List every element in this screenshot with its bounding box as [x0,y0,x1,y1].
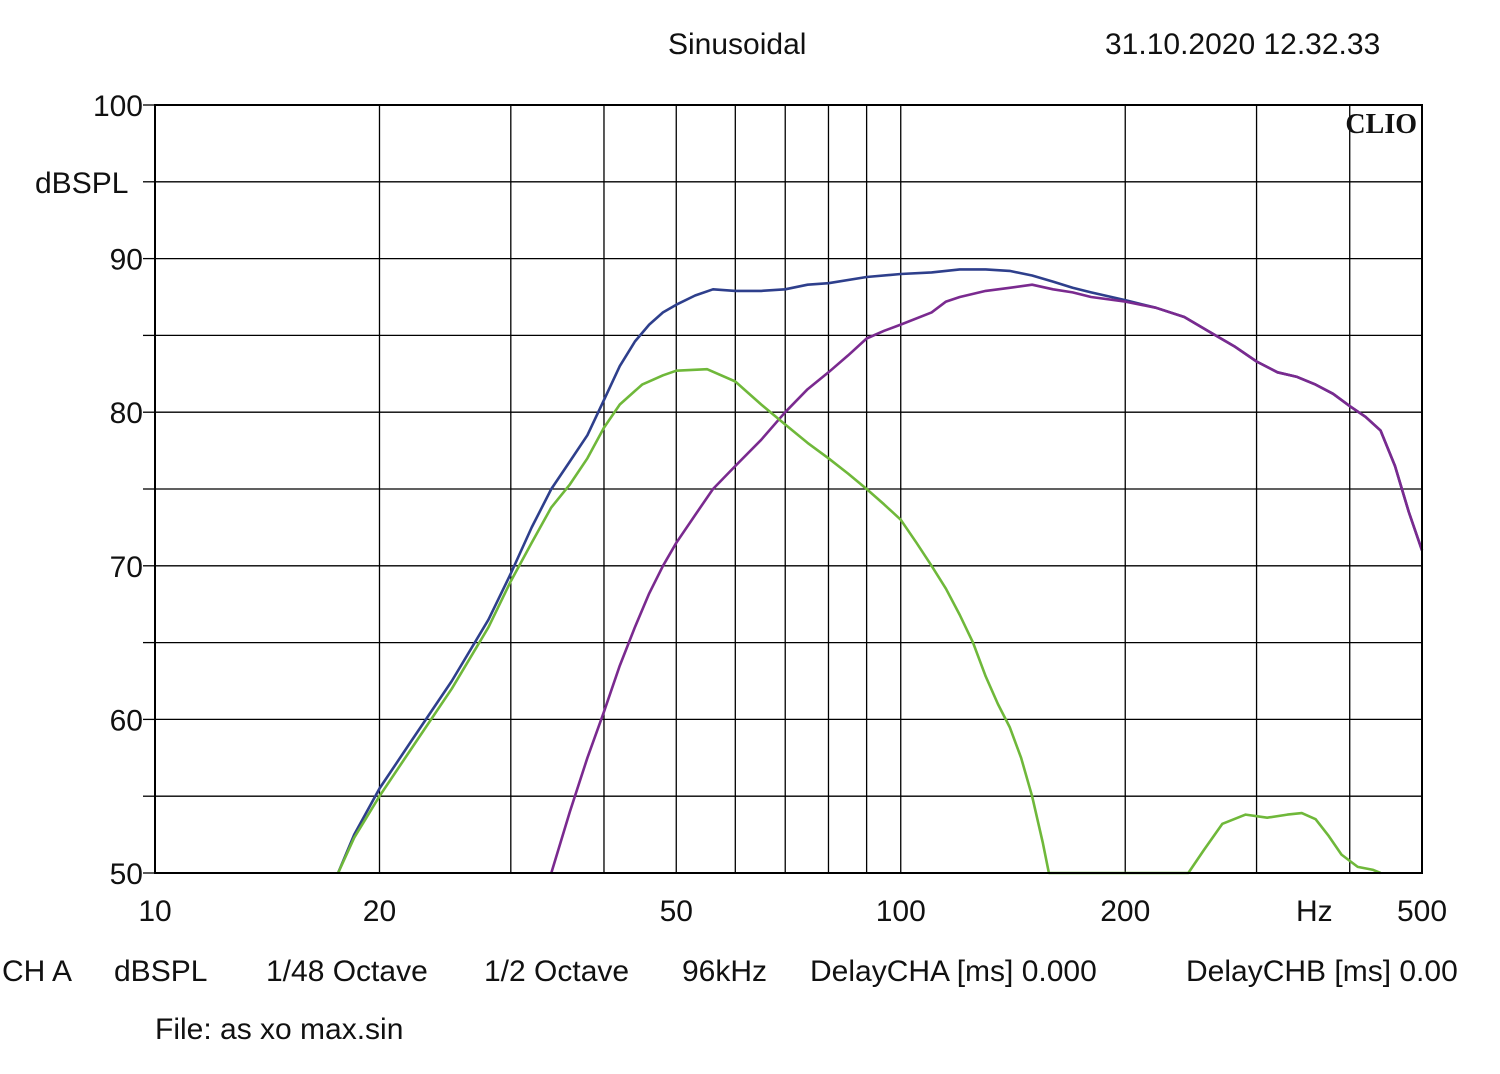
y-axis-label: dBSPL [35,167,128,200]
footer-delay-cha: DelayCHA [ms] 0.000 [810,955,1097,988]
y-tick-label: 50 [110,858,143,891]
chart-series [336,268,1424,875]
tick-labels: 100 90 80 70 60 50 10 20 50 100 200 500 [93,90,1447,928]
footer-unit: dBSPL [114,955,208,988]
y-tick-label: 100 [93,90,143,123]
footer-settings: CH A dBSPL 1/48 Octave 1/2 Octave 96kHz Delay… [2,955,1458,989]
file-name: File: as xo max.sin [155,1013,404,1046]
footer-channel: CH A [2,955,73,988]
timestamp: 31.10.2020 12.32.33 [1105,28,1381,61]
y-tick-label: 60 [110,704,143,737]
x-tick-label: 20 [363,895,396,928]
footer-resolution: 1/48 Octave [266,955,428,988]
footer-samplerate: 96kHz [682,955,768,988]
x-tick-label: 10 [138,895,171,928]
y-tick-label: 70 [110,551,143,584]
y-tick-label: 80 [110,397,143,430]
x-tick-label: 200 [1100,895,1150,928]
plot-frame [154,104,1423,874]
series-line-1 [336,268,1424,874]
series-line-3 [336,367,1382,875]
x-tick-label: 50 [660,895,693,928]
series-line-2 [550,283,1424,874]
x-tick-label: 100 [876,895,926,928]
y-tick-label: 90 [110,244,143,277]
x-axis-unit: Hz [1296,895,1333,928]
chart-grid [143,104,1423,874]
clio-brand-logo: CLIO [1345,109,1417,140]
footer-smoothing: 1/2 Octave [484,955,630,988]
chart-title: Sinusoidal [668,28,807,61]
x-tick-label: 500 [1397,895,1447,928]
footer-delay-chb: DelayCHB [ms] 0.00 [1186,955,1458,988]
